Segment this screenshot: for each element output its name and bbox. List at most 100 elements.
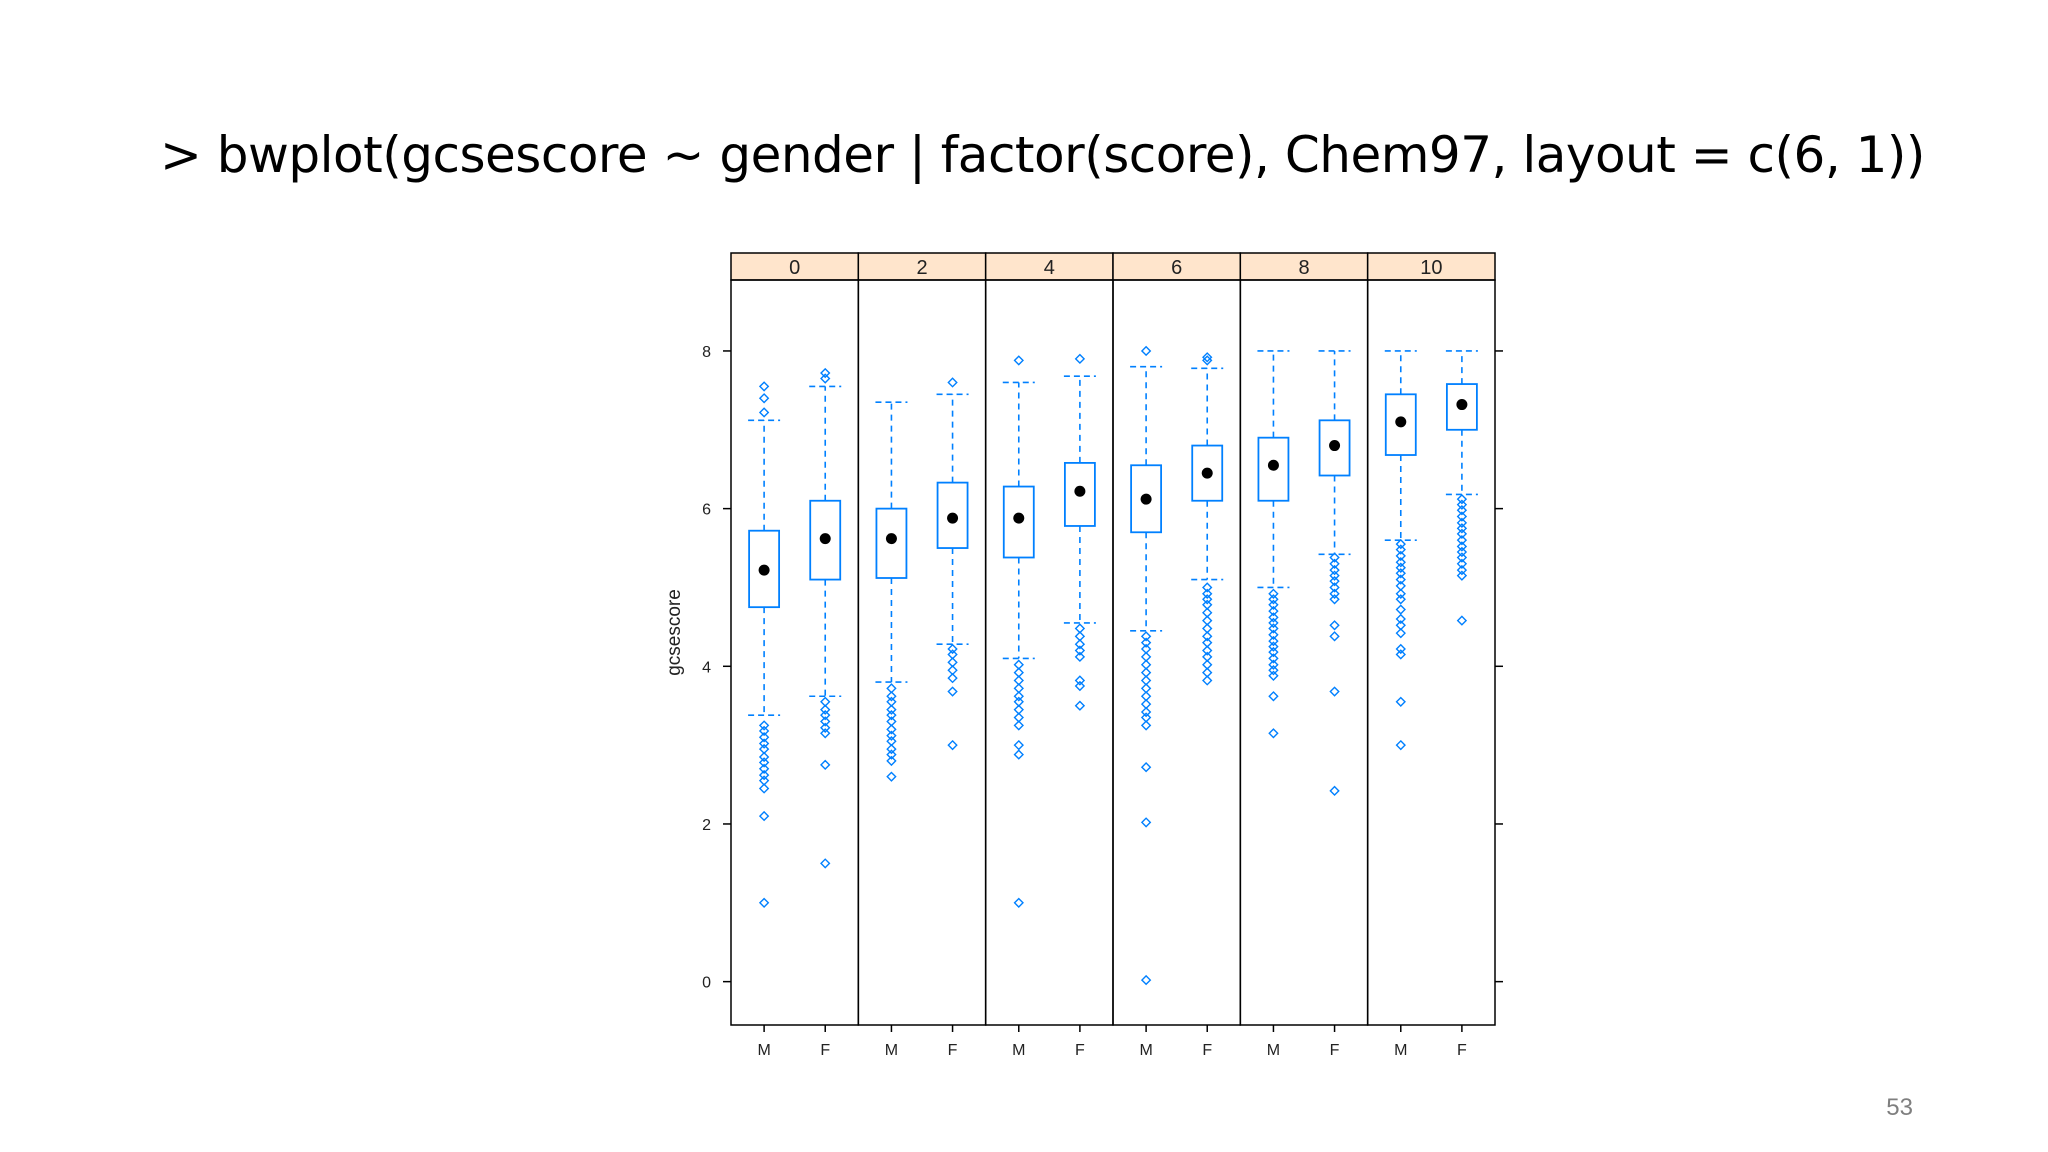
outlier-point — [758, 381, 770, 392]
median-dot — [758, 564, 770, 576]
box-4-F — [1063, 353, 1096, 711]
outlier-point — [1013, 739, 1024, 751]
x-tick-label: M — [1012, 1042, 1025, 1059]
outlier-point — [1456, 570, 1468, 581]
outlier-point — [1395, 604, 1406, 615]
outlier-point — [1329, 564, 1340, 576]
outlier-point — [1140, 720, 1152, 731]
outlier-point — [1268, 728, 1279, 739]
outlier-point — [1013, 720, 1024, 731]
outlier-point — [1395, 574, 1406, 585]
outlier-point — [820, 722, 831, 733]
panel-frame — [984, 279, 1114, 1026]
outlier-point — [1268, 691, 1279, 702]
median-dot — [1201, 467, 1213, 479]
strip-2 — [857, 252, 987, 281]
outlier-point — [758, 720, 770, 731]
outlier-point — [820, 716, 831, 727]
outlier-point — [1140, 345, 1152, 357]
outlier-point — [1013, 355, 1024, 366]
outlier-point — [1329, 588, 1340, 599]
outlier-point — [758, 407, 770, 418]
outlier-point — [1202, 582, 1213, 593]
box-0-M — [748, 381, 781, 908]
median-dot — [885, 533, 897, 545]
y-tick-label: 0 — [702, 975, 711, 992]
outlier-point — [1140, 631, 1152, 642]
outlier-point — [1456, 493, 1468, 505]
outlier-point — [947, 686, 958, 697]
outlier-point — [886, 743, 897, 755]
y-tick-label: 8 — [702, 344, 711, 361]
outlier-point — [1456, 523, 1468, 534]
outlier-point — [886, 755, 897, 767]
median-dot — [819, 533, 831, 545]
outlier-point — [1268, 605, 1279, 617]
outlier-point — [1202, 631, 1213, 642]
outlier-point — [1268, 641, 1279, 652]
outlier-point — [1268, 594, 1279, 605]
outlier-point — [758, 897, 770, 908]
outlier-point — [820, 728, 831, 739]
outlier-point — [1456, 499, 1468, 510]
outlier-point — [820, 709, 831, 721]
outlier-point — [1202, 355, 1213, 366]
outlier-point — [758, 763, 770, 774]
outlier-point — [1202, 645, 1213, 656]
outlier-point — [758, 810, 770, 822]
panel-frame — [1112, 279, 1242, 1026]
page-number: 53 — [1886, 1094, 1913, 1121]
outlier-point — [1268, 646, 1279, 658]
outlier-point — [1395, 588, 1406, 599]
strip-label: 8 — [1298, 257, 1309, 279]
median-dot — [1267, 459, 1279, 471]
outlier-point — [1074, 651, 1086, 663]
x-tick-label: F — [1457, 1042, 1467, 1059]
outlier-point — [1268, 670, 1279, 681]
box-8-M — [1257, 350, 1290, 739]
x-tick-label: F — [1330, 1042, 1340, 1059]
iqr-box — [1191, 444, 1224, 502]
outlier-point — [886, 749, 897, 760]
y-tick-label: 6 — [702, 502, 711, 519]
outlier-point — [1395, 696, 1406, 707]
outlier-point — [1013, 749, 1024, 760]
outlier-point — [1329, 785, 1340, 797]
box-4-M — [1002, 355, 1035, 908]
outlier-point — [1329, 631, 1340, 642]
median-dot — [947, 512, 959, 524]
median-dot — [1074, 485, 1086, 497]
x-tick-label: M — [1394, 1042, 1407, 1059]
outlier-point — [1074, 639, 1086, 650]
outlier-point — [886, 704, 897, 715]
x-tick-label: M — [757, 1042, 770, 1059]
outlier-point — [1456, 511, 1468, 522]
outlier-point — [1013, 897, 1024, 908]
box-10-F — [1445, 350, 1478, 626]
outlier-point — [1140, 817, 1152, 828]
strip-label: 6 — [1171, 257, 1182, 279]
outlier-point — [1268, 599, 1279, 610]
outlier-point — [1268, 588, 1279, 599]
outlier-point — [886, 724, 897, 735]
outlier-point — [1329, 594, 1340, 605]
x-tick-label: M — [1139, 1042, 1152, 1059]
panel-frame — [1366, 279, 1496, 1026]
strip-0 — [730, 252, 860, 281]
outlier-point — [1202, 675, 1213, 686]
strip-label: 4 — [1044, 257, 1055, 279]
outlier-point — [1456, 558, 1468, 569]
panel-frame — [857, 279, 987, 1026]
outlier-point — [1140, 637, 1152, 648]
outlier-point — [1456, 552, 1468, 563]
outlier-point — [1268, 623, 1279, 634]
x-tick-label: F — [1202, 1042, 1212, 1059]
outlier-point — [1329, 575, 1340, 587]
outlier-point — [820, 759, 831, 771]
box-10-M — [1384, 350, 1417, 751]
outlier-point — [1329, 582, 1340, 593]
strip-label: 10 — [1420, 257, 1442, 279]
outlier-point — [1456, 534, 1468, 546]
outlier-point — [1329, 552, 1340, 563]
